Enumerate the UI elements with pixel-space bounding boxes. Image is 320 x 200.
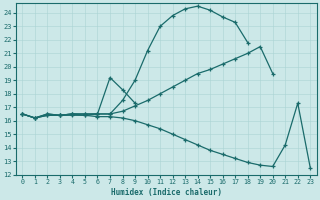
X-axis label: Humidex (Indice chaleur): Humidex (Indice chaleur): [111, 188, 222, 197]
